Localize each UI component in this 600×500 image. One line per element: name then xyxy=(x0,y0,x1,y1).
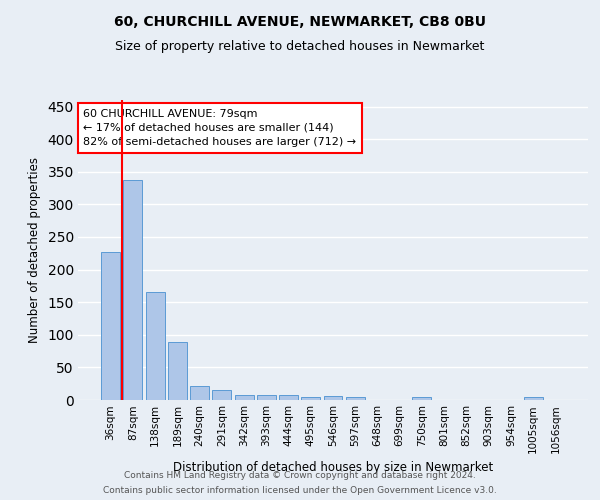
Bar xyxy=(190,386,209,400)
Bar xyxy=(279,395,298,400)
Text: Size of property relative to detached houses in Newmarket: Size of property relative to detached ho… xyxy=(115,40,485,53)
Text: 60, CHURCHILL AVENUE, NEWMARKET, CB8 0BU: 60, CHURCHILL AVENUE, NEWMARKET, CB8 0BU xyxy=(114,15,486,29)
Bar xyxy=(146,292,164,400)
Bar xyxy=(235,396,254,400)
Text: Contains HM Land Registry data © Crown copyright and database right 2024.: Contains HM Land Registry data © Crown c… xyxy=(124,471,476,480)
Bar xyxy=(168,342,187,400)
Bar xyxy=(346,398,365,400)
Bar xyxy=(323,396,343,400)
Text: Contains public sector information licensed under the Open Government Licence v3: Contains public sector information licen… xyxy=(103,486,497,495)
Text: 60 CHURCHILL AVENUE: 79sqm
← 17% of detached houses are smaller (144)
82% of sem: 60 CHURCHILL AVENUE: 79sqm ← 17% of deta… xyxy=(83,109,356,147)
Y-axis label: Number of detached properties: Number of detached properties xyxy=(28,157,41,343)
Bar xyxy=(301,396,320,400)
Bar xyxy=(101,252,120,400)
Bar xyxy=(257,395,276,400)
Bar xyxy=(524,398,542,400)
Bar xyxy=(124,180,142,400)
Bar xyxy=(212,390,231,400)
Bar xyxy=(412,396,431,400)
X-axis label: Distribution of detached houses by size in Newmarket: Distribution of detached houses by size … xyxy=(173,461,493,474)
